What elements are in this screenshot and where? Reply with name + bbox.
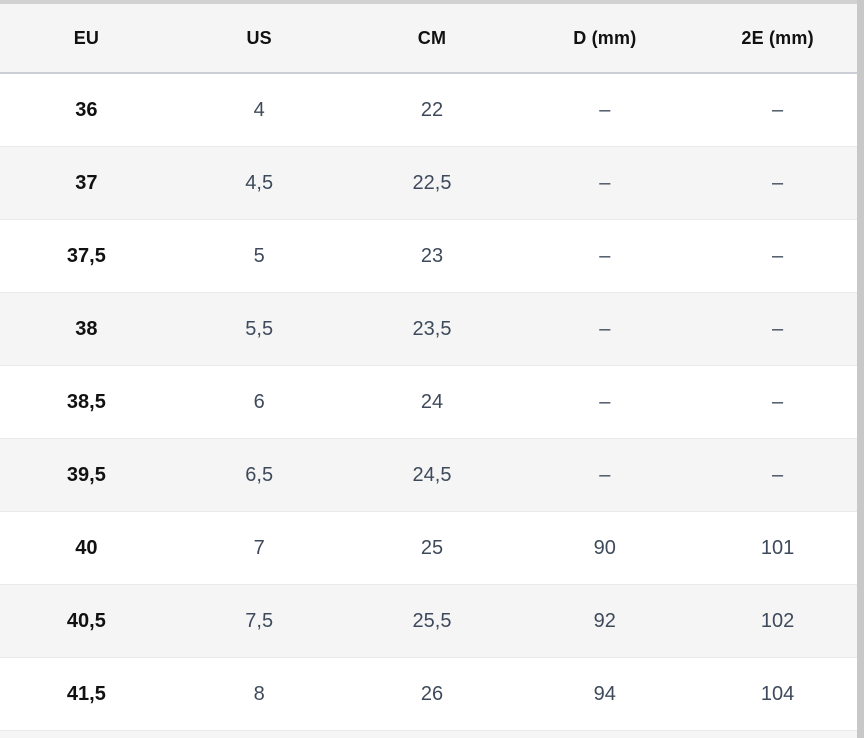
size-cell: 24,5	[412, 464, 452, 486]
size-cell: –	[599, 99, 611, 121]
size-cell: –	[599, 318, 611, 340]
eu-size-cell: 38	[75, 318, 98, 340]
size-cell: 90	[593, 537, 616, 559]
size-cell: –	[599, 245, 611, 267]
size-cell: 22,5	[412, 172, 452, 194]
column-header-cm: CM	[417, 27, 447, 48]
table-row: 37 4,5 22,5 – –	[0, 147, 864, 220]
size-cell: 4,5	[245, 172, 274, 194]
size-cell: 26	[420, 683, 444, 705]
size-cell: –	[599, 172, 611, 194]
size-cell: 94	[593, 683, 616, 705]
column-header-eu: EU	[73, 27, 100, 48]
eu-size-cell: 40,5	[66, 610, 106, 632]
size-cell: 7	[253, 537, 265, 559]
table-row: 36 4 22 – –	[0, 74, 864, 147]
size-cell: 22	[420, 99, 444, 121]
table-row: 37,5 5 23 – –	[0, 220, 864, 293]
eu-size-cell: 37,5	[66, 245, 106, 267]
size-cell: 92	[593, 610, 616, 632]
table-row: 40 7 25 90 101	[0, 512, 864, 585]
eu-size-cell: 41,5	[66, 683, 106, 705]
table-header-row: EU US CM D (mm) 2E (mm)	[0, 4, 864, 74]
size-cell: 25,5	[412, 610, 452, 632]
size-cell: –	[772, 318, 784, 340]
size-cell: –	[599, 464, 611, 486]
size-cell: 5	[253, 245, 265, 267]
size-cell: 6,5	[245, 464, 274, 486]
size-cell: –	[772, 464, 784, 486]
table-row: 40,5 7,5 25,5 92 102	[0, 585, 864, 658]
column-header-2e-mm: 2E (mm)	[741, 27, 814, 48]
table-body: 36 4 22– –37 4,5 22,5– –37,5 5 23– –38 5,5 23,5– –38…	[0, 74, 864, 731]
size-cell: –	[772, 391, 784, 413]
size-cell: –	[772, 172, 784, 194]
table-row-partial	[0, 731, 864, 738]
size-cell: 5,5	[245, 318, 274, 340]
size-cell: 25	[420, 537, 444, 559]
eu-size-cell: 40	[75, 537, 98, 559]
top-border	[0, 0, 864, 4]
size-cell: –	[599, 391, 611, 413]
size-cell: 4	[253, 99, 265, 121]
size-cell: 24	[420, 391, 444, 413]
size-cell: 104	[760, 683, 795, 705]
table-row: 38,5 6 24 – –	[0, 366, 864, 439]
size-cell: 102	[760, 610, 795, 632]
eu-size-cell: 38,5	[66, 391, 106, 413]
eu-size-cell: 39,5	[66, 464, 106, 486]
table-row: 39,5 6,5 24,5 – –	[0, 439, 864, 512]
size-cell: –	[772, 245, 784, 267]
size-cell: 8	[253, 683, 265, 705]
size-cell: –	[772, 99, 784, 121]
table-row: 41,5 8 26 94 104	[0, 658, 864, 731]
size-cell: 6	[253, 391, 265, 413]
eu-size-cell: 37	[75, 172, 98, 194]
size-chart-table: EU US CM D (mm) 2E (mm) 36 4 22– –37 4,5 22,5– –37…	[0, 4, 864, 731]
size-cell: 101	[760, 537, 795, 559]
eu-size-cell: 36	[75, 99, 98, 121]
size-cell: 23	[420, 245, 444, 267]
size-cell: 23,5	[412, 318, 452, 340]
column-header-d-mm: D (mm)	[573, 27, 637, 48]
column-header-us: US	[246, 27, 272, 48]
size-cell: 7,5	[245, 610, 274, 632]
scrollbar-track[interactable]	[857, 0, 864, 738]
table-row: 38 5,5 23,5 – –	[0, 293, 864, 366]
